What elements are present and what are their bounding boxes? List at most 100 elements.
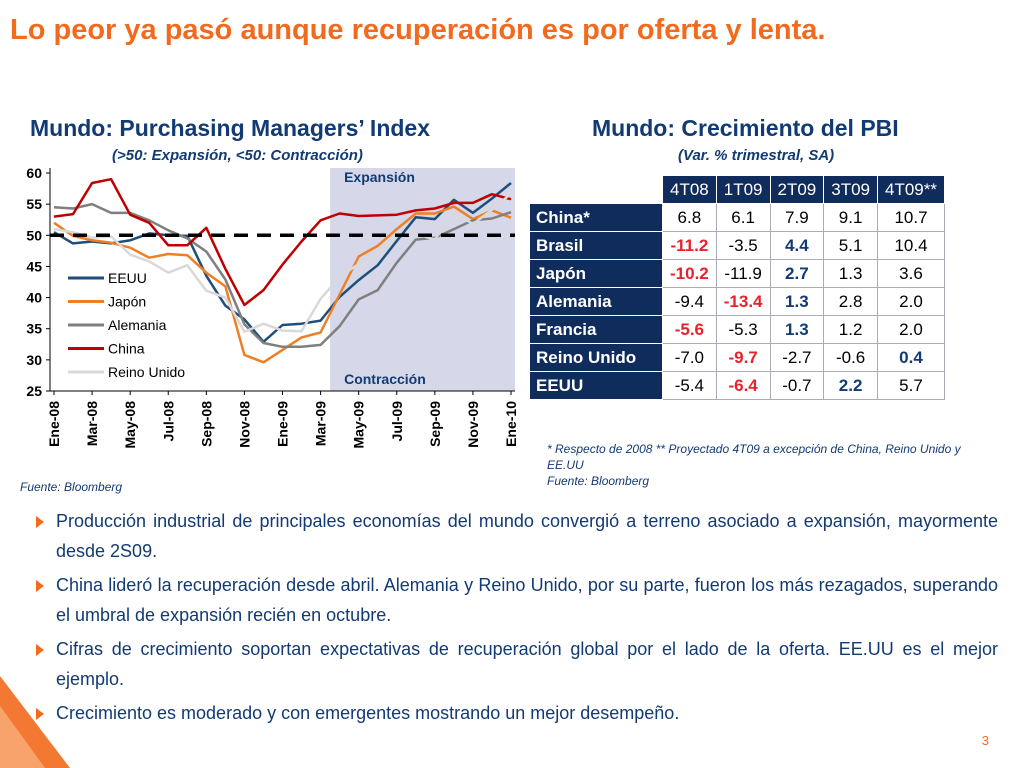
table-row: Alemania -9.4 -13.4 1.3 2.8 2.0 bbox=[529, 287, 945, 316]
value-cell: -3.5 bbox=[715, 231, 771, 260]
value-cell: -5.4 bbox=[662, 371, 717, 400]
country-cell: EEUU bbox=[529, 371, 663, 400]
gdp-table-title: Mundo: Crecimiento del PBI bbox=[592, 115, 899, 141]
bullet-item: China lideró la recuperación desde abril… bbox=[36, 570, 998, 630]
series-line-china bbox=[53, 177, 512, 307]
value-cell: 4.4 bbox=[769, 231, 825, 260]
bullet-item: Cifras de crecimiento soportan expectati… bbox=[36, 634, 998, 694]
country-cell: Brasil bbox=[529, 231, 663, 260]
bullet-arrow-icon bbox=[36, 708, 44, 720]
legend-label: EEUU bbox=[108, 270, 147, 286]
table-row: EEUU -5.4 -6.4 -0.7 2.2 5.7 bbox=[529, 371, 945, 400]
value-cell: -10.2 bbox=[662, 259, 717, 288]
gdp-growth-table: 4T08 1T09 2T09 3T09 4T09** China* 6.8 6.1 7… bbox=[529, 175, 945, 400]
gdp-footnote-block: * Respecto de 2008 ** Proyectado 4T09 a … bbox=[547, 441, 997, 489]
value-cell: 2.7 bbox=[769, 259, 825, 288]
x-tick-label: Mar-08 bbox=[84, 401, 100, 446]
corner-decoration bbox=[0, 676, 70, 768]
x-tick-label: Ene-10 bbox=[503, 401, 519, 447]
contraction-label: Contracción bbox=[344, 371, 426, 387]
table-row: Reino Unido -7.0 -9.7 -2.7 -0.6 0.4 bbox=[529, 343, 945, 372]
gdp-source: Fuente: Bloomberg bbox=[547, 474, 650, 488]
y-tick-label: 50 bbox=[26, 227, 42, 243]
y-tick-label: 25 bbox=[26, 383, 42, 399]
x-tick-label: Mar-09 bbox=[313, 401, 329, 446]
value-cell: -0.6 bbox=[823, 343, 878, 372]
value-cell: 1.3 bbox=[769, 315, 825, 344]
value-cell: 6.1 bbox=[715, 203, 771, 232]
value-cell: 2.8 bbox=[823, 287, 878, 316]
series-line-eeuu bbox=[53, 182, 512, 344]
legend-label: Alemania bbox=[108, 317, 167, 333]
value-cell: 1.3 bbox=[769, 287, 825, 316]
column-header: 4T08 bbox=[662, 175, 717, 204]
pmi-chart-title: Mundo: Purchasing Managers’ Index bbox=[30, 115, 431, 141]
value-cell: -5.6 bbox=[662, 315, 717, 344]
y-tick-label: 30 bbox=[26, 352, 42, 368]
value-cell: -9.7 bbox=[715, 343, 771, 372]
table-row: Brasil -11.2 -3.5 4.4 5.1 10.4 bbox=[529, 231, 945, 260]
country-cell: China* bbox=[529, 203, 663, 232]
value-cell: 10.7 bbox=[877, 203, 945, 232]
expansion-label: Expansión bbox=[344, 169, 415, 185]
x-tick-label: May-09 bbox=[351, 401, 367, 449]
table-row: Japón -10.2 -11.9 2.7 1.3 3.6 bbox=[529, 259, 945, 288]
table-corner bbox=[529, 175, 663, 204]
column-header: 3T09 bbox=[823, 175, 878, 204]
value-cell: 6.8 bbox=[662, 203, 717, 232]
value-cell: 1.2 bbox=[823, 315, 878, 344]
value-cell: 2.0 bbox=[877, 315, 945, 344]
x-tick-label: Ene-08 bbox=[46, 401, 62, 447]
value-cell: -11.2 bbox=[662, 231, 717, 260]
value-cell: 0.4 bbox=[877, 343, 945, 372]
value-cell: -11.9 bbox=[715, 259, 771, 288]
x-tick-label: Jul-08 bbox=[160, 401, 176, 442]
pmi-source: Fuente: Bloomberg bbox=[20, 480, 123, 494]
table-row: China* 6.8 6.1 7.9 9.1 10.7 bbox=[529, 203, 945, 232]
value-cell: 2.2 bbox=[823, 371, 878, 400]
legend-label: Reino Unido bbox=[108, 364, 185, 380]
series-line-reino-unido bbox=[53, 192, 512, 334]
x-tick-label: May-08 bbox=[122, 401, 138, 449]
value-cell: 5.1 bbox=[823, 231, 878, 260]
x-tick-label: Sep-09 bbox=[427, 401, 443, 447]
gdp-footnote: * Respecto de 2008 ** Proyectado 4T09 a … bbox=[547, 442, 961, 472]
gdp-header-row: 4T08 1T09 2T09 3T09 4T09** bbox=[529, 175, 945, 204]
column-header: 1T09 bbox=[715, 175, 771, 204]
page-number: 3 bbox=[981, 733, 989, 748]
bullet-item: Crecimiento es moderado y con emergentes… bbox=[36, 698, 998, 728]
bullet-item: Producción industrial de principales eco… bbox=[36, 506, 998, 566]
value-cell: 7.9 bbox=[769, 203, 825, 232]
value-cell: -5.3 bbox=[715, 315, 771, 344]
slide-title: Lo peor ya pasó aunque recuperación es p… bbox=[10, 14, 826, 46]
series-line-japón bbox=[53, 205, 512, 364]
country-cell: Reino Unido bbox=[529, 343, 663, 372]
pmi-chart-subtitle: (>50: Expansión, <50: Contracción) bbox=[112, 147, 363, 164]
value-cell: 2.0 bbox=[877, 287, 945, 316]
x-tick-label: Nov-08 bbox=[236, 401, 252, 448]
y-tick-label: 55 bbox=[26, 196, 42, 212]
bullet-arrow-icon bbox=[36, 516, 44, 528]
value-cell: 10.4 bbox=[877, 231, 945, 260]
bullet-arrow-icon bbox=[36, 580, 44, 592]
value-cell: -13.4 bbox=[715, 287, 771, 316]
value-cell: -9.4 bbox=[662, 287, 717, 316]
x-tick-label: Nov-09 bbox=[465, 401, 481, 448]
value-cell: 3.6 bbox=[877, 259, 945, 288]
bullet-arrow-icon bbox=[36, 644, 44, 656]
y-tick-label: 60 bbox=[26, 165, 42, 181]
table-row: Francia -5.6 -5.3 1.3 1.2 2.0 bbox=[529, 315, 945, 344]
country-cell: Japón bbox=[529, 259, 663, 288]
legend-label: China bbox=[108, 341, 145, 357]
x-tick-label: Ene-09 bbox=[275, 401, 291, 447]
value-cell: 1.3 bbox=[823, 259, 878, 288]
y-tick-label: 40 bbox=[26, 290, 42, 306]
y-tick-label: 45 bbox=[26, 258, 42, 274]
column-header: 2T09 bbox=[769, 175, 825, 204]
value-cell: -0.7 bbox=[769, 371, 825, 400]
value-cell: 5.7 bbox=[877, 371, 945, 400]
bullet-list: Producción industrial de principales eco… bbox=[36, 506, 998, 732]
x-tick-label: Jul-09 bbox=[389, 401, 405, 442]
y-tick-label: 35 bbox=[26, 321, 42, 337]
